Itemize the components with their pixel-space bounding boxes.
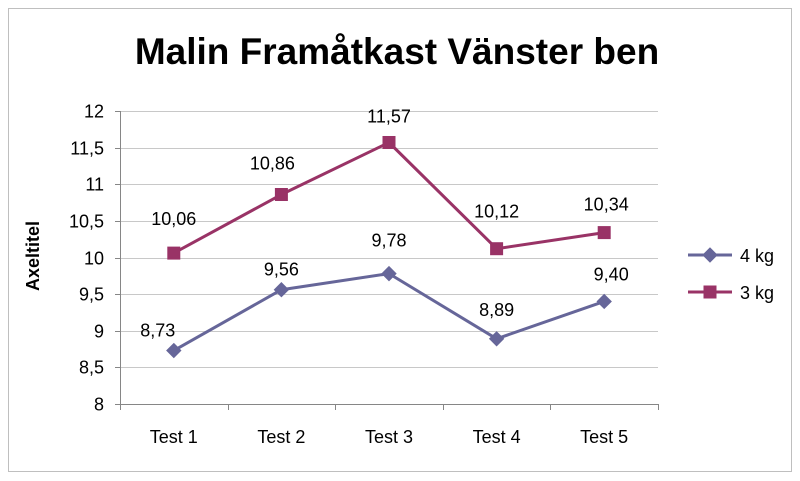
data-label: 9,78 [371,231,406,251]
data-labels: 8,73 9,56 9,78 8,89 9,40 10,06 10,86 11,57 10,12… [140,106,628,340]
series-group [166,135,612,359]
data-label: 11,57 [367,106,411,126]
data-label: 10,12 [474,202,519,222]
y-tick-label: 9 [94,322,104,342]
legend-label: 4 kg [740,246,774,266]
data-point-marker [381,265,397,282]
y-tick-label: 8,5 [79,358,104,378]
x-tick-label: Test 4 [473,427,521,447]
data-label: 8,89 [479,300,514,320]
y-tick-label: 11,5 [70,139,104,159]
x-tick-label: Test 2 [257,427,305,447]
legend: 4 kg 3 kg [688,246,774,303]
y-tick-label: 10 [84,249,104,269]
data-point-marker [273,282,290,298]
data-label: 9,56 [264,260,299,280]
x-tick-label: Test 3 [365,427,413,447]
y-tick-label: 10,5 [69,212,104,232]
x-tick-label: Test 5 [580,427,628,447]
chart-title: Malin Framåtkast Vänster ben [135,31,659,72]
data-point-marker [596,293,612,310]
data-point-marker [382,135,396,149]
axes: 8 8,5 9 9,5 10 10,5 11 11,5 12 Test 1 Test 2 Test 3… [69,102,659,447]
data-label: 10,86 [250,154,295,174]
legend-label: 3 kg [740,283,774,303]
x-tick-label: Test 1 [150,427,198,447]
data-label: 9,40 [594,264,629,284]
data-point-marker [488,331,505,347]
data-point-marker [274,188,288,202]
data-point-marker [166,342,182,359]
data-label: 10,06 [151,209,196,229]
data-point-marker [597,226,611,240]
y-tick-label: 12 [84,102,104,122]
data-point-marker [167,246,181,260]
legend-marker [702,247,718,263]
data-point-marker [490,242,504,256]
chart-border [8,8,792,472]
data-label: 8,73 [140,321,175,341]
y-tick-label: 11 [85,175,104,195]
y-axis-title: Axeltitel [23,221,43,291]
y-tick-label: 8 [94,395,104,415]
y-tick-label: 9,5 [79,285,104,305]
data-label: 10,34 [584,195,629,215]
legend-marker [703,285,717,299]
